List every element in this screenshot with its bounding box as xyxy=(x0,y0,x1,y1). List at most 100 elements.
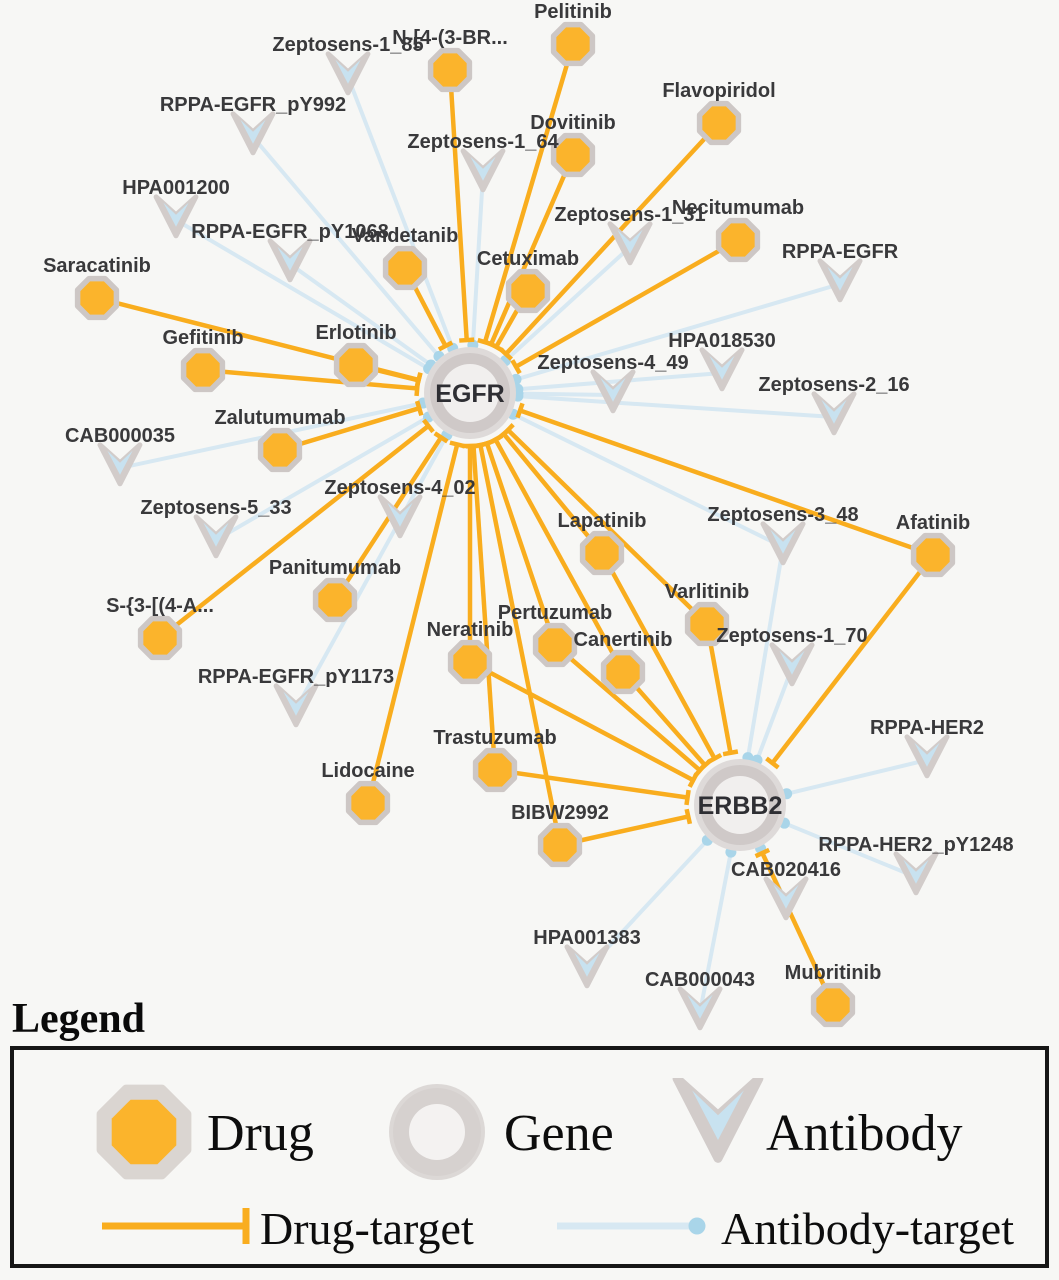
node-Zeptosens-1_64 xyxy=(460,148,506,193)
label-ERBB2: ERBB2 xyxy=(698,792,783,820)
antibody-chevron-inner xyxy=(821,399,847,424)
drug-octagon-icon xyxy=(447,639,493,685)
node-Panitumumab xyxy=(312,577,358,623)
drug-octagon-icon xyxy=(180,347,226,393)
node-RPPA-EGFR_pY992 xyxy=(230,111,276,156)
node-EGFR xyxy=(424,347,516,439)
edge-Trastuzumab-ERBB2 xyxy=(494,767,691,806)
label-Zeptosens-1_70: Zeptosens-1_70 xyxy=(716,625,867,647)
drug-octagon-icon xyxy=(684,601,730,647)
label-Erlotinib: Erlotinib xyxy=(315,322,396,344)
label-Zeptosens-2_16: Zeptosens-2_16 xyxy=(758,374,909,396)
drug-octagon-icon xyxy=(382,245,428,291)
label-Panitumumab: Panitumumab xyxy=(269,557,401,579)
antibody-chevron-inner xyxy=(617,229,643,254)
node-Zalutumumab xyxy=(257,427,303,473)
node-ERBB2 xyxy=(694,759,786,851)
label-Pertuzumab: Pertuzumab xyxy=(498,602,612,624)
node-RPPA-HER2 xyxy=(904,734,950,779)
antibody-chevron-inner xyxy=(770,529,796,554)
node-Cetuximab xyxy=(505,268,551,314)
legend-box xyxy=(10,1046,1049,1268)
legend-label-antibody-target: Antibody-target xyxy=(721,1203,1014,1254)
drug-octagon-icon xyxy=(333,342,379,388)
drug-octagon-icon xyxy=(696,100,742,146)
nodes xyxy=(74,21,956,1031)
drug-octagon-icon xyxy=(505,268,551,314)
label-Afatinib: Afatinib xyxy=(896,512,970,534)
edge-Zeptosens-1_70-ERBB2 xyxy=(751,667,794,766)
label-Zeptosens-1_31: Zeptosens-1_31 xyxy=(554,204,705,226)
edge-Afatinib-ERBB2 xyxy=(765,553,935,770)
label-Mubritinib: Mubritinib xyxy=(785,962,882,984)
label-Zeptosens-4_49: Zeptosens-4_49 xyxy=(537,352,688,374)
node-RPPA-EGFR_pY1068 xyxy=(267,238,313,283)
drug-octagon-icon xyxy=(257,427,303,473)
antibody-chevron-inner xyxy=(914,742,940,767)
legend-label-antibody: Antibody xyxy=(766,1105,963,1162)
edge-Varlitinib-EGFR xyxy=(501,423,709,626)
edge-S-{3-[(4-A...-EGFR xyxy=(158,418,435,640)
node-Varlitinib xyxy=(684,601,730,647)
antibody-chevron-inner xyxy=(687,994,713,1019)
label-Cetuximab: Cetuximab xyxy=(477,248,579,270)
antibody-chevron-inner xyxy=(335,59,361,84)
antibody-chevron-inner xyxy=(827,266,853,291)
legend-label-drug: Drug xyxy=(207,1105,314,1162)
node-Neratinib xyxy=(447,639,493,685)
label-Varlitinib: Varlitinib xyxy=(665,581,749,603)
antibody-chevron-inner xyxy=(203,522,229,547)
label-N-[4-(3-BR...: N-[4-(3-BR... xyxy=(392,27,508,49)
drug-target-edge-icon xyxy=(102,1208,250,1244)
antibody-chevron-inner xyxy=(903,859,929,884)
antibody-chevron-inner xyxy=(574,952,600,977)
node-Zeptosens-2_16 xyxy=(811,391,857,436)
drug-octagon-icon xyxy=(579,530,625,576)
label-RPPA-EGFR_pY1068: RPPA-EGFR_pY1068 xyxy=(191,221,388,243)
label-Zeptosens-3_48: Zeptosens-3_48 xyxy=(707,504,858,526)
drug-octagon-icon xyxy=(810,982,856,1028)
edge-Lidocaine-EGFR xyxy=(365,440,466,804)
label-HPA018530: HPA018530 xyxy=(668,330,775,352)
label-Vandetanib: Vandetanib xyxy=(352,225,459,247)
node-Zeptosens-5_33 xyxy=(193,514,239,559)
label-Gefitinib: Gefitinib xyxy=(162,327,243,349)
label-CAB020416: CAB020416 xyxy=(731,859,841,881)
node-Vandetanib xyxy=(382,245,428,291)
antibody-chevron-inner xyxy=(283,691,309,716)
drug-octagon-icon xyxy=(910,532,956,578)
label-Saracatinib: Saracatinib xyxy=(43,255,151,277)
drug-octagon-icon xyxy=(472,747,518,793)
node-Zeptosens-1_31 xyxy=(607,221,653,266)
drug-octagon-icon xyxy=(715,217,761,263)
edge-Mubritinib-ERBB2 xyxy=(754,847,836,1006)
label-CAB000043: CAB000043 xyxy=(645,969,755,991)
label-EGFR: EGFR xyxy=(435,380,504,408)
node-Zeptosens-1_70 xyxy=(769,642,815,687)
node-Necitumumab xyxy=(715,217,761,263)
antibody-chevron-inner xyxy=(779,650,805,675)
drug-octagon-icon xyxy=(532,622,578,668)
gene-node-icon xyxy=(389,1084,485,1180)
drug-target-edges xyxy=(96,43,935,1006)
drug-octagon-icon xyxy=(345,780,391,826)
node-Afatinib xyxy=(910,532,956,578)
antibody-chevron-inner xyxy=(107,450,133,475)
node-Canertinib xyxy=(600,649,646,695)
label-Lapatinib: Lapatinib xyxy=(558,510,647,532)
antibody-chevron-inner xyxy=(163,202,189,227)
antibody-chevron-inner xyxy=(387,502,413,527)
node-S-{3-[(4-A... xyxy=(137,615,183,661)
label-Zeptosens-1_85: Zeptosens-1_85 xyxy=(272,34,423,56)
node-CAB000043 xyxy=(677,986,723,1031)
node-Zeptosens-1_85 xyxy=(325,51,371,96)
antibody-chevron-inner xyxy=(773,884,799,909)
node-BIBW2992 xyxy=(537,822,583,868)
edge-RPPA-HER2-ERBB2 xyxy=(781,758,928,800)
node-Zeptosens-3_48 xyxy=(760,521,806,566)
node-RPPA-EGFR_pY1173 xyxy=(273,683,319,728)
label-HPA001200: HPA001200 xyxy=(122,177,229,199)
label-RPPA-EGFR_pY992: RPPA-EGFR_pY992 xyxy=(160,94,346,116)
